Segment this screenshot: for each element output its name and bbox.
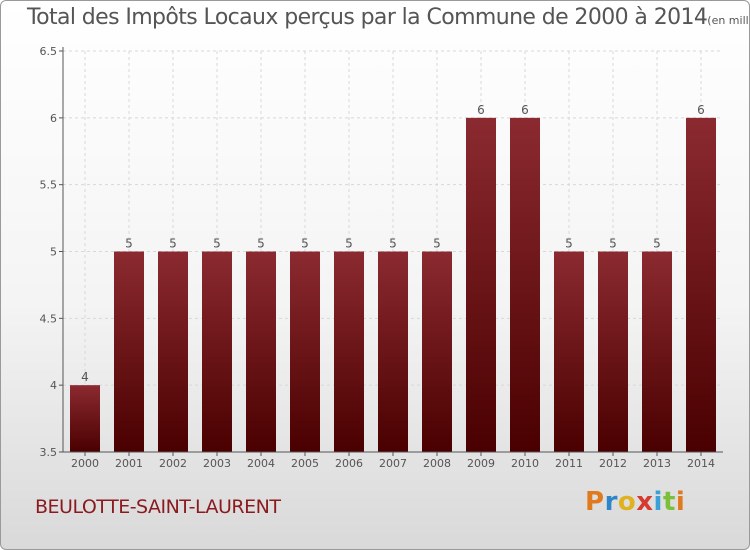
bar-2007 bbox=[378, 251, 408, 452]
unit-label: (en milliers d'€) bbox=[707, 14, 749, 27]
x-tick-label: 2011 bbox=[555, 457, 583, 470]
y-tick-label: 3.5 bbox=[40, 446, 58, 459]
logo-letter: P bbox=[585, 487, 605, 517]
bar-value-label: 5 bbox=[257, 237, 265, 251]
x-tick-label: 2013 bbox=[643, 457, 671, 470]
bar-2002 bbox=[158, 251, 188, 452]
bars: 4 5 5 5 5 5 5 5 5 6 6 5 5 5 6 bbox=[70, 103, 716, 452]
bar-2005 bbox=[290, 251, 320, 452]
x-tick-label: 2002 bbox=[159, 457, 187, 470]
y-tick-label: 4 bbox=[50, 379, 57, 392]
logo-letter: i bbox=[675, 487, 686, 517]
x-tick-label: 2006 bbox=[335, 457, 363, 470]
logo-letter: i bbox=[653, 487, 663, 517]
bar-2000 bbox=[70, 385, 100, 452]
x-tick-label: 2005 bbox=[291, 457, 319, 470]
commune-name: BEULOTTE-SAINT-LAURENT bbox=[35, 496, 281, 518]
bar-2008 bbox=[422, 251, 452, 452]
bar-2009 bbox=[466, 117, 496, 452]
x-tick-label: 2009 bbox=[467, 457, 495, 470]
bar-2011 bbox=[554, 251, 584, 452]
bar-value-label: 5 bbox=[125, 237, 133, 251]
x-tick-label: 2012 bbox=[599, 457, 627, 470]
bar-2006 bbox=[334, 251, 364, 452]
y-tick-label: 5.5 bbox=[40, 179, 58, 192]
bar-value-label: 4 bbox=[81, 370, 89, 384]
bar-value-label: 5 bbox=[609, 237, 617, 251]
bar-value-label: 6 bbox=[521, 103, 529, 117]
bar-value-label: 5 bbox=[389, 237, 397, 251]
bar-value-label: 5 bbox=[433, 237, 441, 251]
logo-letter: r bbox=[604, 487, 618, 517]
x-tick-label: 2007 bbox=[379, 457, 407, 470]
x-tick-label: 2014 bbox=[687, 457, 715, 470]
bar-value-label: 5 bbox=[213, 237, 221, 251]
bar-2003 bbox=[202, 251, 232, 452]
y-tick-label: 6 bbox=[50, 112, 57, 125]
bar-value-label: 5 bbox=[565, 237, 573, 251]
logo-letter: x bbox=[636, 487, 654, 517]
chart-title: Total des Impôts Locaux perçus par la Co… bbox=[27, 5, 749, 30]
bar-value-label: 6 bbox=[697, 103, 705, 117]
bar-2004 bbox=[246, 251, 276, 452]
bar-value-label: 5 bbox=[301, 237, 309, 251]
chart-title-text: Total des Impôts Locaux perçus par la Co… bbox=[27, 5, 708, 30]
logo-letter: o bbox=[617, 487, 637, 517]
x-tick-label: 2010 bbox=[511, 457, 539, 470]
bar-2013 bbox=[642, 251, 672, 452]
y-tick-label: 6.5 bbox=[40, 45, 58, 58]
bar-2014 bbox=[686, 117, 716, 452]
bar-2001 bbox=[114, 251, 144, 452]
bar-2012 bbox=[598, 251, 628, 452]
axes: 3.5 4 4.5 5 5.5 6 6.5 2000 2001 2002 2003 2004 2005 2… bbox=[40, 45, 723, 470]
bar-value-label: 5 bbox=[169, 237, 177, 251]
bar-value-label: 5 bbox=[345, 237, 353, 251]
y-tick-label: 4.5 bbox=[40, 312, 58, 325]
x-tick-label: 2008 bbox=[423, 457, 451, 470]
x-tick-label: 2000 bbox=[71, 457, 99, 470]
x-tick-label: 2001 bbox=[115, 457, 143, 470]
x-tick-label: 2003 bbox=[203, 457, 231, 470]
x-tick-label: 2004 bbox=[247, 457, 275, 470]
bar-value-label: 6 bbox=[477, 103, 485, 117]
logo-letter: t bbox=[662, 487, 676, 517]
proxiti-logo[interactable]: Proxiti bbox=[585, 487, 685, 517]
bar-value-label: 5 bbox=[653, 237, 661, 251]
y-tick-label: 5 bbox=[50, 246, 57, 259]
bar-2010 bbox=[510, 117, 540, 452]
